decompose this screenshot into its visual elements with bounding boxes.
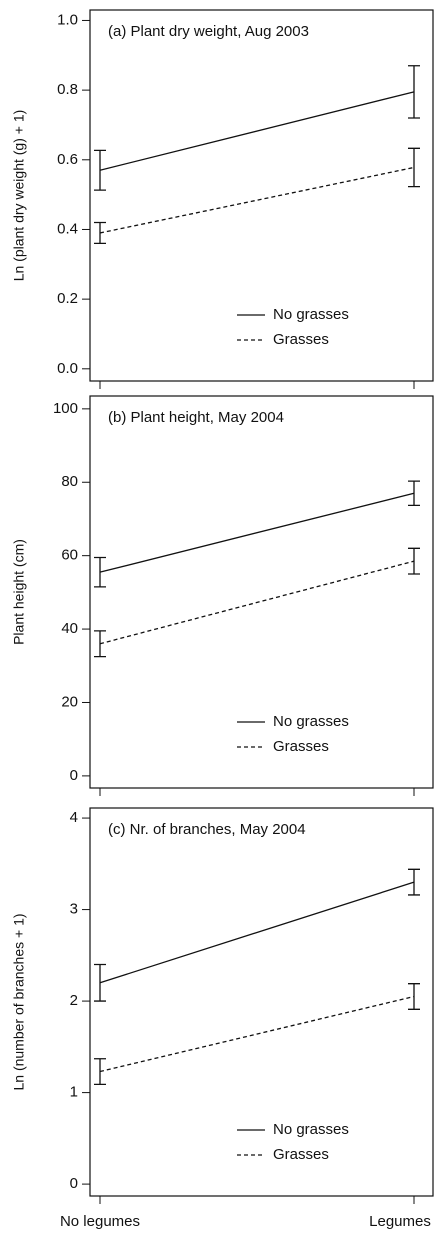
y-tick-label: 60 bbox=[61, 547, 78, 564]
legend-label: No grasses bbox=[273, 306, 349, 323]
y-tick-label: 0 bbox=[70, 767, 78, 784]
y-tick-label: 1.0 bbox=[57, 11, 78, 28]
y-tick-label: 3 bbox=[70, 901, 78, 918]
y-tick-label: 0.6 bbox=[57, 151, 78, 168]
legend-label: Grasses bbox=[273, 331, 329, 348]
error-bar bbox=[408, 547, 420, 575]
error-bar bbox=[94, 149, 106, 191]
y-axis-label: Ln (number of branches + 1) bbox=[11, 913, 27, 1090]
plot-frame bbox=[89, 807, 434, 1197]
y-tick-label: 2 bbox=[70, 992, 78, 1009]
legend-label: No grasses bbox=[273, 1121, 349, 1138]
series-line bbox=[99, 492, 415, 573]
y-tick-label: 0 bbox=[70, 1175, 78, 1192]
chart-title: (c) Nr. of branches, May 2004 bbox=[108, 821, 306, 838]
plot-frame bbox=[89, 9, 434, 382]
y-tick-label: 40 bbox=[61, 620, 78, 637]
y-tick-label: 0.2 bbox=[57, 290, 78, 307]
y-tick-label: 1 bbox=[70, 1084, 78, 1101]
y-tick-label: 0.0 bbox=[57, 360, 78, 377]
error-bar bbox=[94, 221, 106, 245]
y-tick-label: 0.8 bbox=[57, 81, 78, 98]
series-line bbox=[99, 560, 415, 645]
y-tick-label: 100 bbox=[53, 400, 78, 417]
error-bar bbox=[408, 868, 420, 896]
error-bar bbox=[94, 963, 106, 1002]
error-bar bbox=[408, 480, 420, 507]
y-axis-label: Plant height (cm) bbox=[11, 539, 27, 645]
y-axis-label: Ln (plant dry weight (g) + 1) bbox=[11, 110, 27, 282]
series-line bbox=[99, 166, 415, 234]
x-tick-label: No legumes bbox=[60, 1213, 140, 1230]
y-tick-label: 20 bbox=[61, 693, 78, 710]
plot-frame bbox=[89, 395, 434, 789]
series-line bbox=[99, 995, 415, 1073]
legend-label: No grasses bbox=[273, 713, 349, 730]
chart-title: (b) Plant height, May 2004 bbox=[108, 409, 284, 426]
error-bar bbox=[408, 65, 420, 119]
x-tick-label: Legumes bbox=[369, 1213, 431, 1230]
series-line bbox=[99, 881, 415, 984]
error-bar bbox=[94, 630, 106, 658]
series-line bbox=[99, 91, 415, 171]
y-tick-label: 4 bbox=[70, 809, 78, 826]
y-tick-label: 0.4 bbox=[57, 220, 78, 237]
chart-title: (a) Plant dry weight, Aug 2003 bbox=[108, 23, 309, 40]
y-tick-label: 80 bbox=[61, 473, 78, 490]
legend-label: Grasses bbox=[273, 1146, 329, 1163]
error-bar bbox=[94, 1058, 106, 1086]
error-bar bbox=[94, 556, 106, 588]
error-bar bbox=[408, 147, 420, 188]
error-bar bbox=[408, 983, 420, 1010]
legend-label: Grasses bbox=[273, 738, 329, 755]
